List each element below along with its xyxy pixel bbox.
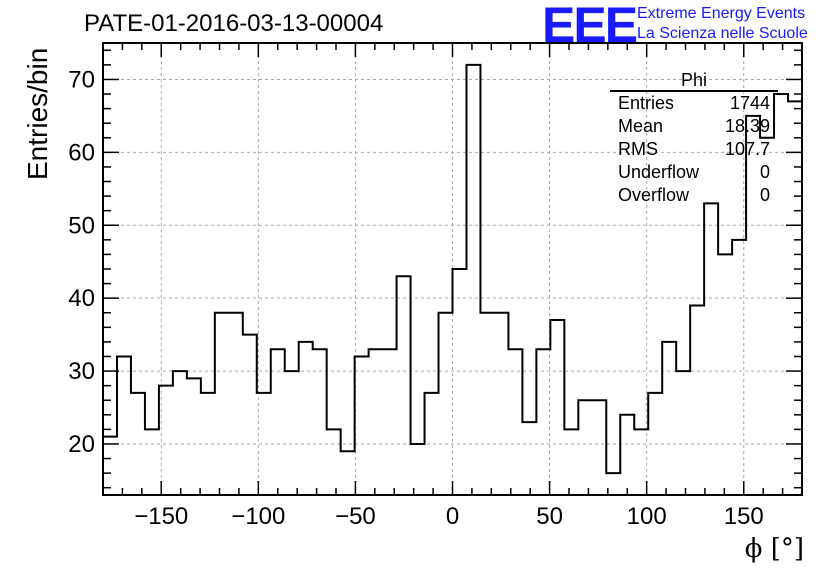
x-tick-label: −50 (335, 503, 376, 530)
axis-ticks (103, 43, 802, 495)
stats-label: Mean (618, 116, 664, 136)
stats-label: Entries (618, 93, 675, 113)
histogram-step-line (102, 63, 803, 495)
stats-row-rms: RMS 107.7 (610, 138, 778, 161)
stats-row-underflow: Underflow 0 (610, 161, 778, 184)
y-tick-label: 40 (68, 285, 95, 312)
eee-logo: EEE (542, 0, 638, 53)
logo-text: Extreme Energy Events La Scienza nelle S… (637, 4, 808, 44)
chart-title: PATE-01-2016-03-13-00004 (84, 10, 384, 37)
y-tick-label: 50 (68, 212, 95, 239)
x-tick-label: 150 (724, 503, 764, 530)
stats-value: 0 (759, 185, 770, 205)
stats-value: 0 (759, 162, 770, 182)
x-tick-label: −150 (134, 503, 188, 530)
x-axis-label: ϕ [°] (744, 534, 804, 564)
y-tick-label: 60 (68, 139, 95, 166)
stats-value: 1744 (729, 93, 770, 113)
x-tick-label: 50 (536, 503, 563, 530)
stats-row-entries: Entries 1744 (610, 92, 778, 115)
stats-row-mean: Mean 18.39 (610, 115, 778, 138)
y-tick-label: 70 (68, 66, 95, 93)
stats-title: Phi (610, 70, 778, 92)
stats-label: Underflow (618, 162, 700, 182)
stats-label: Overflow (618, 185, 690, 205)
stats-value: 107.7 (724, 139, 770, 159)
y-axis-label: Entries/bin (22, 47, 53, 180)
tick-labels: −150 −100 −50 0 50 100 150 20 30 40 50 60 70 (68, 66, 763, 530)
x-tick-label: 100 (627, 503, 667, 530)
logo-line-1: Extreme Energy Events (637, 5, 806, 22)
stats-row-overflow: Overflow 0 (610, 184, 778, 207)
x-tick-label: −100 (231, 503, 285, 530)
stats-label: RMS (618, 139, 658, 159)
stats-value: 18.39 (724, 116, 770, 136)
y-tick-label: 20 (68, 431, 95, 458)
y-tick-label: 30 (68, 358, 95, 385)
logo-line-2: La Scienza nelle Scuole (637, 25, 808, 42)
plot-frame (102, 42, 803, 496)
x-tick-label: 0 (446, 503, 459, 530)
stats-box: Phi Entries 1744 Mean 18.39 RMS 107.7 Un… (610, 70, 778, 207)
